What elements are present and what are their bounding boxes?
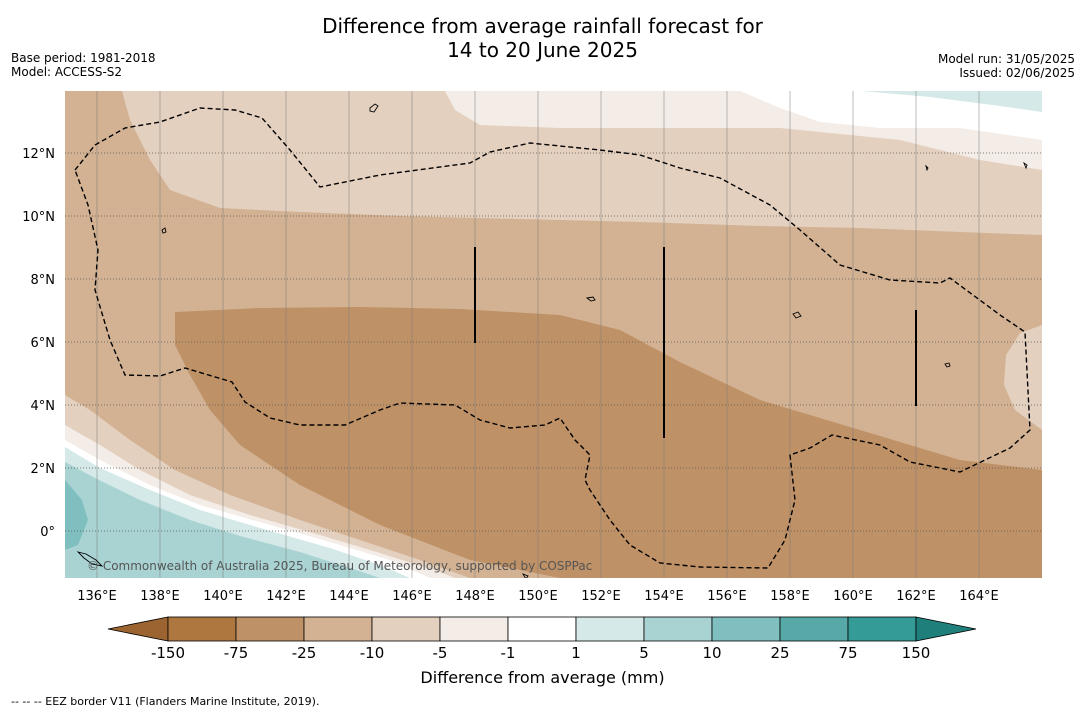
colorbar-segment [439, 616, 509, 642]
colorbar-segment [779, 616, 849, 642]
colorbar-label: -1 [501, 644, 516, 662]
lat-label: 4°N [31, 399, 56, 414]
colorbar-label: -75 [224, 644, 249, 662]
colorbar-labels: -150 -75 -25 -10 -5 -1 1 5 10 25 75 150 [151, 644, 930, 662]
band-sw-10 [65, 462, 380, 578]
colorbar-segment [847, 616, 917, 642]
meta-left: Base period: 1981-2018 Model: ACCESS-S2 [11, 51, 156, 79]
lat-label: 0° [40, 525, 55, 540]
longitude-labels: 136°E 138°E 140°E 142°E 144°E 146°E 148°… [77, 589, 999, 604]
lat-label: 8°N [31, 273, 56, 288]
lon-label: 150°E [518, 589, 558, 604]
footnote: -- -- -- EEZ border V11 (Flanders Marine… [11, 695, 320, 708]
lat-label: 6°N [31, 336, 56, 351]
colorbar-label: -25 [292, 644, 317, 662]
colorbar-segment [235, 616, 305, 642]
model-run: Model run: 31/05/2025 [937, 52, 1075, 66]
colorbar-low-arrow [107, 616, 169, 642]
colorbar-segment [643, 616, 713, 642]
colorbar-segment [507, 616, 577, 642]
eez-border [74, 107, 1031, 569]
colorbar-segment [303, 616, 373, 642]
lon-label: 140°E [203, 589, 243, 604]
colorbar-label: 150 [902, 644, 931, 662]
colorbar-label: 10 [702, 644, 721, 662]
latitude-labels: 12°N 10°N 8°N 6°N 4°N 2°N 0° [22, 147, 55, 540]
lon-label: 164°E [959, 589, 999, 604]
lon-label: 142°E [266, 589, 306, 604]
lon-label: 156°E [707, 589, 747, 604]
lon-label: 146°E [392, 589, 432, 604]
title-line-1: Difference from average rainfall forecas… [322, 14, 763, 38]
model-name: Model: ACCESS-S2 [11, 65, 123, 79]
colorbar-label: -5 [433, 644, 448, 662]
colorbar-segment [711, 616, 781, 642]
colorbar-label: 75 [838, 644, 857, 662]
colorbar: -150 -75 -25 -10 -5 -1 1 5 10 25 75 150 [107, 616, 977, 662]
lon-label: 138°E [140, 589, 180, 604]
legend-title: Difference from average (mm) [420, 668, 665, 687]
lat-label: 10°N [22, 210, 55, 225]
colorbar-segment [575, 616, 645, 642]
copyright-text: © Commonwealth of Australia 2025, Bureau… [87, 559, 592, 573]
lon-label: 160°E [833, 589, 873, 604]
band-5-10-ne [862, 91, 1042, 112]
lon-label: 148°E [455, 589, 495, 604]
title-line-2: 14 to 20 June 2025 [447, 38, 638, 62]
boundary-segments [474, 247, 917, 438]
colorbar-label: 25 [770, 644, 789, 662]
band-minus1-1 [740, 91, 1042, 140]
colorbar-label: 5 [639, 644, 649, 662]
colorbar-label: -150 [151, 644, 185, 662]
colorbar-segment [167, 616, 237, 642]
lon-label: 158°E [770, 589, 810, 604]
base-period: Base period: 1981-2018 [11, 51, 156, 65]
band-right-bulge [1004, 325, 1042, 430]
band-sw-25 [65, 480, 88, 550]
band-minus75-minus25 [175, 307, 1042, 578]
colorbar-label: -10 [360, 644, 385, 662]
lon-label: 162°E [896, 589, 936, 604]
meta-right: Model run: 31/05/2025 Issued: 02/06/2025 [938, 52, 1075, 80]
colorbar-high-arrow [915, 616, 977, 642]
lon-label: 144°E [329, 589, 369, 604]
page-title: Difference from average rainfall forecas… [0, 14, 1085, 62]
lon-label: 154°E [644, 589, 684, 604]
lat-label: 2°N [31, 462, 56, 477]
issued-date: Issued: 02/06/2025 [959, 66, 1075, 80]
lat-label: 12°N [22, 147, 55, 162]
colorbar-label: 1 [571, 644, 581, 662]
islands [76, 103, 1028, 578]
lon-label: 136°E [77, 589, 117, 604]
lon-label: 152°E [581, 589, 621, 604]
colorbar-segment [371, 616, 441, 642]
